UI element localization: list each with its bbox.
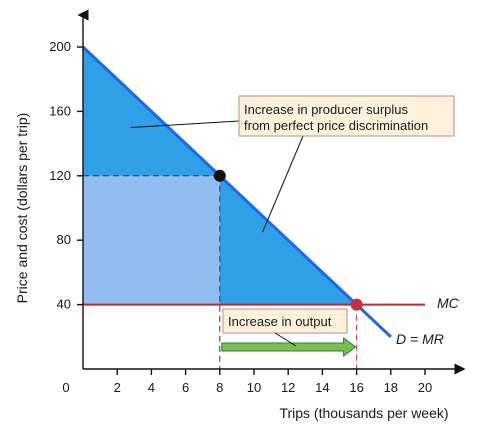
- producer-surplus-callout-box: [238, 95, 455, 137]
- x-tick-label-16: 16: [349, 380, 363, 395]
- y-tick-label-200: 200: [49, 39, 71, 54]
- demand-series-label: D = MR: [396, 331, 444, 347]
- output-callout-box: [222, 308, 348, 334]
- y-tick-label-160: 160: [49, 103, 71, 118]
- mc-series-label: MC: [437, 295, 460, 311]
- producer-surplus-annotation-line-2: from perfect price discrimination: [244, 118, 428, 133]
- demand-line: [81, 45, 392, 338]
- x-tick-label-2: 2: [114, 380, 121, 395]
- y-tick-label-40: 40: [57, 297, 71, 312]
- x-tick-label-6: 6: [182, 380, 189, 395]
- x-tick-label-12: 12: [281, 380, 295, 395]
- producer-surplus-pointer-left: [130, 120, 240, 128]
- y-tick-label-120: 120: [49, 168, 71, 183]
- x-tick-label-10: 10: [247, 380, 261, 395]
- output-increase-annotation: Increase in output: [228, 314, 332, 329]
- producer-surplus-pointer-right: [262, 135, 304, 233]
- producer-surplus-annotation-line-1: Increase in producer surplus: [244, 102, 409, 117]
- x-tick-label-14: 14: [315, 380, 329, 395]
- x-axis-label: Trips (thousands per week): [279, 405, 448, 421]
- efficient-output-point: [350, 298, 363, 311]
- x-tick-label-8: 8: [216, 380, 223, 395]
- y-axis-label: Price and cost (dollars per trip): [14, 113, 30, 304]
- output-callout-pointer: [274, 332, 297, 347]
- x-origin-tick-label: 0: [62, 380, 69, 395]
- single-price-surplus-region: [83, 175, 220, 305]
- output-increase-arrow: [221, 337, 357, 357]
- discrimination-equilibrium-point: [213, 169, 226, 182]
- y-tick-label-80: 80: [57, 232, 71, 247]
- x-tick-label-20: 20: [418, 380, 432, 395]
- x-tick-label-4: 4: [148, 380, 155, 395]
- x-tick-label-18: 18: [384, 380, 398, 395]
